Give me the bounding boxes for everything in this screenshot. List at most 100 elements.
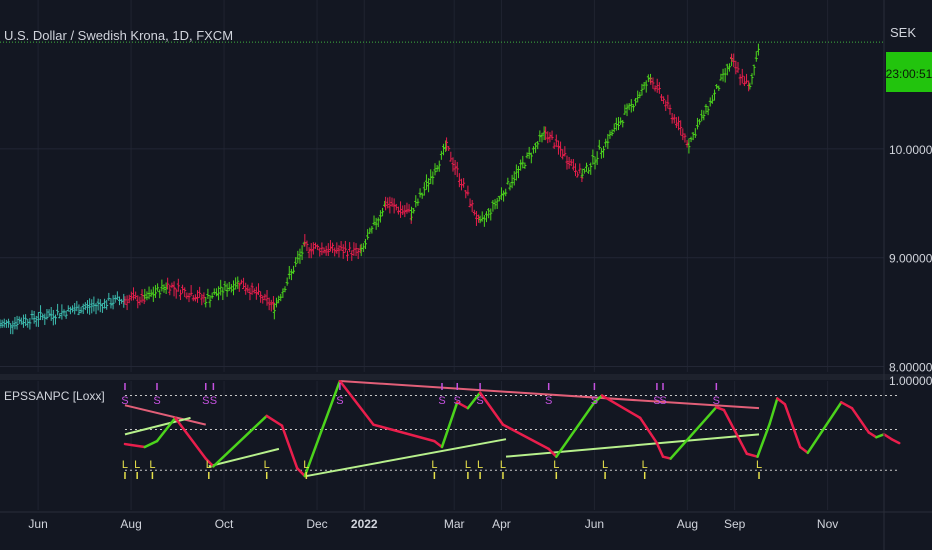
x-tick-label: Oct — [215, 517, 234, 531]
indicator-trend-line-upper — [339, 380, 760, 410]
indicator-trend-lines — [124, 380, 760, 478]
y-tick-label: 9.00000 — [889, 252, 932, 266]
buy-signal-label: L — [500, 459, 506, 471]
oscillator-segment — [882, 433, 893, 441]
oscillator-segment — [638, 416, 659, 445]
oscillator-segment — [600, 394, 642, 420]
oscillator-segment — [501, 423, 550, 451]
oscillator-segment — [722, 408, 749, 455]
chart-title: U.S. Dollar / Swedish Krona, 1D, FXCM — [4, 28, 233, 43]
oscillator-segment — [661, 455, 672, 460]
oscillator-segment — [433, 439, 444, 449]
oscillator-segment — [123, 442, 147, 449]
countdown-label: 23:00:51 — [886, 67, 932, 81]
oscillator-segment — [440, 401, 459, 449]
x-tick-label: Jun — [28, 517, 47, 531]
oscillator-segment — [466, 391, 482, 410]
x-tick-label: Dec — [306, 517, 327, 531]
sell-signal-label: S — [653, 395, 660, 407]
oscillator-segment — [455, 401, 470, 410]
x-tick-label: Aug — [120, 517, 141, 531]
sell-signal-label: S — [591, 395, 598, 407]
buy-signal-label: L — [206, 459, 212, 471]
x-tick-label: Jun — [585, 517, 604, 531]
oscillator-segment — [593, 394, 604, 404]
oscillator-segment — [875, 433, 886, 439]
x-tick-label: Apr — [492, 517, 511, 531]
oscillator-segment — [174, 416, 208, 460]
oscillator-segment — [783, 403, 802, 449]
oscillator-segment — [212, 414, 268, 468]
oscillator-segment — [547, 447, 558, 458]
oscillator-segment — [840, 401, 854, 410]
buy-signal-label: L — [756, 459, 762, 471]
oscillator-segment — [850, 406, 871, 434]
buy-signal-label: L — [264, 459, 270, 471]
oscillator-segment — [768, 397, 779, 425]
buy-signal-label: L — [642, 459, 648, 471]
oscillator-segment — [372, 423, 436, 443]
oscillator-segment — [295, 467, 307, 478]
price-candles — [0, 43, 760, 335]
pane-separator[interactable] — [0, 374, 932, 380]
oscillator-segment — [798, 445, 810, 455]
indicator-grid — [37, 381, 829, 510]
oscillator-segment — [280, 424, 299, 470]
sell-signal-label: S — [476, 395, 483, 407]
oscillator-segment — [478, 391, 505, 426]
oscillator-segment — [265, 414, 284, 427]
buy-signal-label: L — [602, 459, 608, 471]
indicator-oscillator — [123, 379, 901, 478]
sell-signal-label: S — [454, 395, 461, 407]
indicator-title: EPSSANPC [Loxx] — [4, 389, 105, 403]
indicator-trend-line-lower — [505, 433, 760, 458]
buy-signal-label: L — [122, 459, 128, 471]
oscillator-segment — [669, 405, 718, 460]
sell-signal-label: S — [438, 395, 445, 407]
indicator-trend-line-upper — [124, 404, 206, 426]
time-axis[interactable]: Jun Aug Oct Dec 2022 Mar Apr Jun Aug Sep Nov — [28, 517, 838, 531]
indicator-trend-line-lower — [124, 416, 191, 436]
oscillator-segment — [303, 379, 342, 478]
indicator-signals: S S S S S S S S S S SS SL L L L L L L L L L L L L L — [121, 383, 762, 479]
oscillator-segment — [776, 397, 787, 406]
buy-signal-label: L — [553, 459, 559, 471]
price-badge — [886, 52, 932, 92]
oscillator-segment — [745, 452, 759, 458]
oscillator-segment — [756, 422, 771, 458]
currency-label: SEK — [890, 25, 916, 40]
y-tick-label: 10.00000 — [889, 143, 932, 157]
oscillator-segment — [806, 401, 843, 455]
oscillator-segment — [715, 405, 726, 412]
sell-signal-label: S — [210, 395, 217, 407]
oscillator-segment — [143, 439, 159, 449]
buy-signal-label: L — [149, 459, 155, 471]
oscillator-segment — [155, 416, 177, 443]
indicator-y-tick-label: 1.00000 — [889, 374, 932, 388]
x-tick-label: Sep — [724, 517, 746, 531]
main-grid — [0, 0, 884, 372]
sell-signal-label: S — [713, 395, 720, 407]
oscillator-segment — [890, 437, 901, 445]
oscillator-segment — [555, 401, 596, 458]
buy-signal-label: L — [303, 459, 309, 471]
indicator-trend-line-lower — [306, 438, 507, 478]
x-tick-label: 2022 — [351, 517, 378, 531]
oscillator-segment — [204, 457, 215, 468]
y-tick-label: 8.00000 — [889, 361, 932, 375]
sell-signal-label: S — [545, 395, 552, 407]
indicator-levels — [124, 395, 900, 471]
indicator-trend-line-lower — [208, 447, 280, 468]
sell-signal-label: S — [336, 395, 343, 407]
sell-signal-label: S — [202, 395, 209, 407]
buy-signal-label: L — [431, 459, 437, 471]
sell-signal-label: S — [121, 395, 128, 407]
x-tick-label: Mar — [444, 517, 465, 531]
sell-signal-label: S — [153, 395, 160, 407]
sell-signal-label: S — [659, 395, 666, 407]
oscillator-segment — [655, 441, 665, 458]
oscillator-segment — [338, 379, 375, 426]
buy-signal-label: L — [465, 459, 471, 471]
